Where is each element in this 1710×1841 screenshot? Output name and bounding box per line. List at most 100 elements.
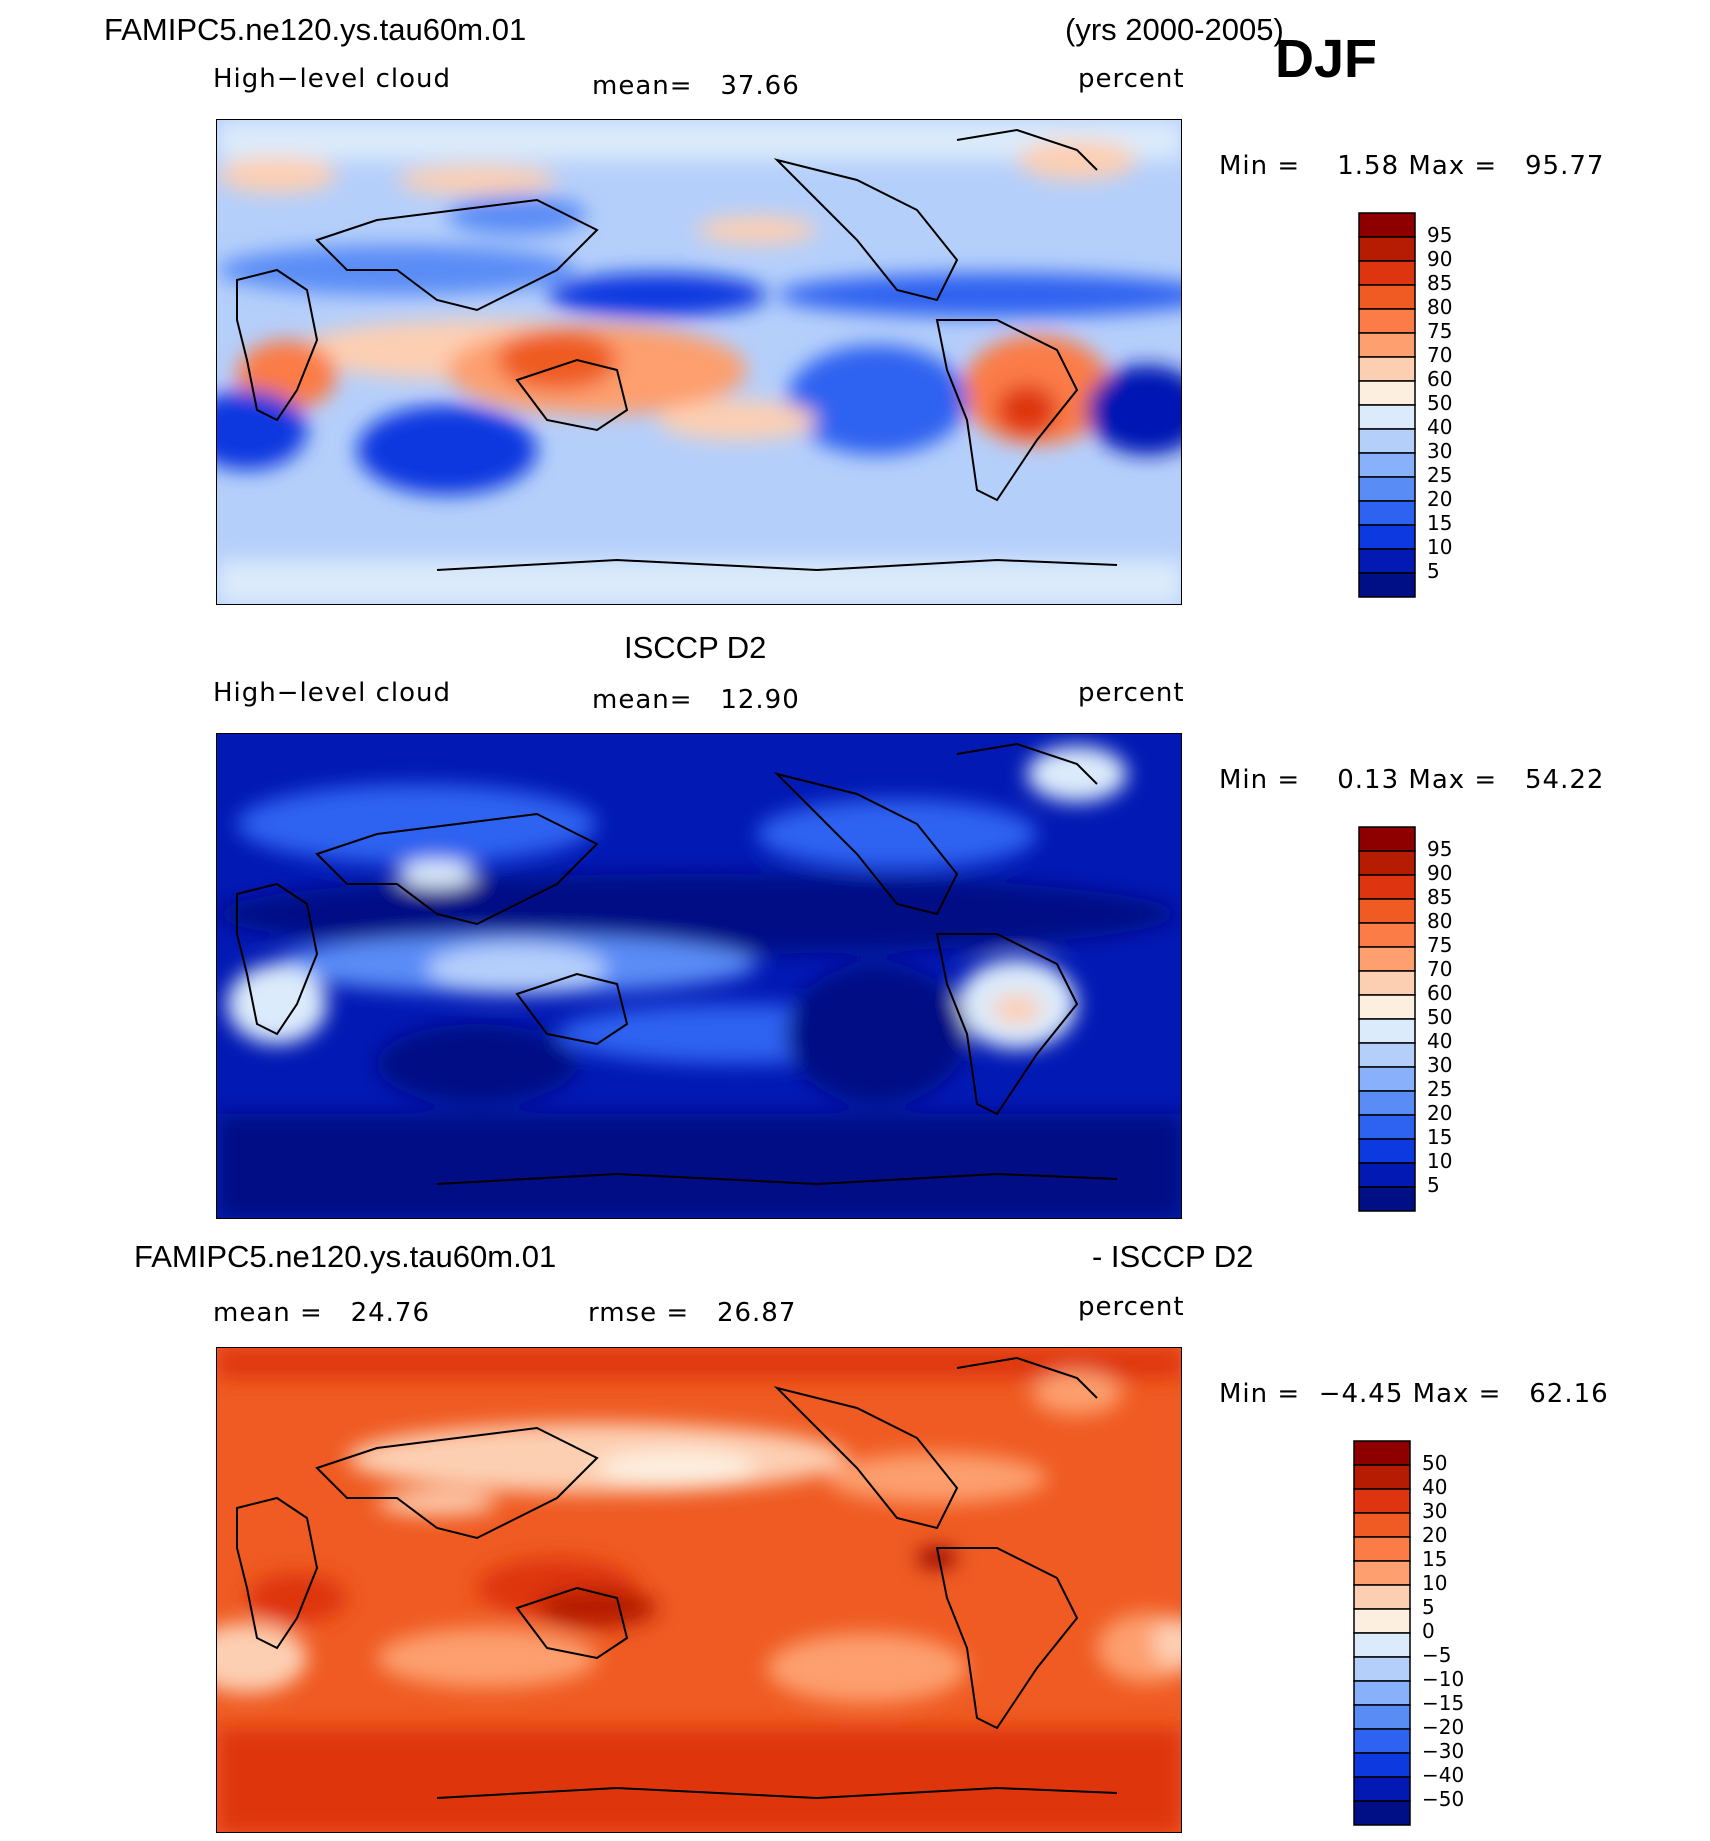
- panel2-units: percent: [1078, 678, 1185, 708]
- colorbar-swatch: [1358, 994, 1416, 1020]
- colorbar-swatch: [1358, 308, 1416, 334]
- colorbar-swatch: [1358, 404, 1416, 430]
- colorbar-level-label: 70: [1427, 957, 1452, 981]
- panel1-map: [216, 119, 1182, 605]
- colorbar-level-label: 40: [1422, 1475, 1447, 1499]
- colorbar-swatch: [1353, 1752, 1411, 1778]
- colorbar-level-label: 70: [1427, 343, 1452, 367]
- season-label: DJF: [1275, 29, 1378, 89]
- colorbar-swatch: [1358, 1114, 1416, 1140]
- colorbar-swatch: [1353, 1680, 1411, 1706]
- colorbar-swatch: [1358, 1186, 1416, 1212]
- colorbar-swatch: [1358, 212, 1416, 238]
- colorbar-level-label: 30: [1422, 1499, 1447, 1523]
- colorbar-swatch: [1358, 826, 1416, 852]
- colorbar-level-label: 15: [1427, 511, 1452, 535]
- colorbar-level-label: 0: [1422, 1619, 1435, 1643]
- colorbar-swatch: [1353, 1608, 1411, 1634]
- panel1-colorbar: 95 90 85 80 75 70 60 50 40 30 25 20 15 10 5: [1358, 212, 1479, 598]
- panel3-rmse: rmse = 26.87: [588, 1298, 797, 1328]
- panel3-title-right: - ISCCP D2: [1092, 1239, 1254, 1274]
- panel2-mean: mean= 12.90: [592, 685, 800, 715]
- colorbar-level-label: 90: [1427, 861, 1452, 885]
- colorbar-swatch: [1358, 970, 1416, 996]
- colorbar-swatch: [1353, 1728, 1411, 1754]
- colorbar-level-label: 60: [1427, 367, 1452, 391]
- panel3-title-left: FAMIPC5.ne120.ys.tau60m.01: [134, 1239, 557, 1274]
- colorbar-level-label: 15: [1422, 1547, 1447, 1571]
- colorbar-swatch: [1358, 380, 1416, 406]
- model-title: FAMIPC5.ne120.ys.tau60m.01: [104, 12, 527, 47]
- colorbar-level-label: 25: [1427, 463, 1452, 487]
- colorbar-level-label: 50: [1422, 1451, 1447, 1475]
- colorbar-swatch: [1358, 922, 1416, 948]
- colorbar-level-label: 75: [1427, 933, 1452, 957]
- colorbar-swatch: [1353, 1704, 1411, 1730]
- panel1-variable-label: High−level cloud: [213, 64, 452, 94]
- colorbar-swatch: [1358, 236, 1416, 262]
- colorbar-swatch: [1358, 500, 1416, 526]
- colorbar-swatch: [1358, 1018, 1416, 1044]
- panel3-minmax: Min = −4.45 Max = 62.16: [1219, 1379, 1609, 1409]
- colorbar-level-label: 5: [1427, 559, 1440, 583]
- colorbar-level-label: 80: [1427, 909, 1452, 933]
- colorbar-swatch: [1358, 260, 1416, 286]
- colorbar-level-label: −10: [1422, 1667, 1464, 1691]
- panel3-mean: mean = 24.76: [213, 1298, 431, 1328]
- colorbar-level-label: 20: [1422, 1523, 1447, 1547]
- colorbar-level-label: 85: [1427, 885, 1452, 909]
- colorbar-swatch: [1358, 1090, 1416, 1116]
- colorbar-level-label: 15: [1427, 1125, 1452, 1149]
- colorbar-swatch: [1353, 1776, 1411, 1802]
- colorbar-swatch: [1358, 356, 1416, 382]
- colorbar-level-label: 40: [1427, 1029, 1452, 1053]
- colorbar-level-label: 5: [1422, 1595, 1435, 1619]
- colorbar-swatch: [1358, 874, 1416, 900]
- colorbar-level-label: 20: [1427, 1101, 1452, 1125]
- colorbar-level-label: 60: [1427, 981, 1452, 1005]
- colorbar-level-label: −30: [1422, 1739, 1464, 1763]
- colorbar-level-label: −15: [1422, 1691, 1464, 1715]
- panel1-minmax: Min = 1.58 Max = 95.77: [1219, 151, 1605, 181]
- colorbar-swatch: [1358, 1138, 1416, 1164]
- colorbar-level-label: 10: [1427, 535, 1452, 559]
- colorbar-swatch: [1358, 1042, 1416, 1068]
- colorbar-swatch: [1353, 1488, 1411, 1514]
- colorbar-level-label: 10: [1422, 1571, 1447, 1595]
- colorbar-swatch: [1353, 1464, 1411, 1490]
- colorbar-swatch: [1358, 452, 1416, 478]
- panel1-mean: mean= 37.66: [592, 71, 800, 101]
- colorbar-level-label: −20: [1422, 1715, 1464, 1739]
- colorbar-level-label: 90: [1427, 247, 1452, 271]
- colorbar-level-label: −50: [1422, 1787, 1464, 1811]
- panel1-units: percent: [1078, 64, 1185, 94]
- colorbar-level-label: 20: [1427, 487, 1452, 511]
- colorbar-level-label: 30: [1427, 1053, 1452, 1077]
- colorbar-swatch: [1353, 1560, 1411, 1586]
- panel2-dataset-title: ISCCP D2: [624, 630, 767, 665]
- colorbar-swatch: [1353, 1536, 1411, 1562]
- colorbar-level-label: −40: [1422, 1763, 1464, 1787]
- colorbar-swatch: [1358, 476, 1416, 502]
- colorbar-level-label: 40: [1427, 415, 1452, 439]
- colorbar-level-label: 5: [1427, 1173, 1440, 1197]
- colorbar-level-label: 30: [1427, 439, 1452, 463]
- colorbar-swatch: [1353, 1800, 1411, 1826]
- colorbar-level-label: 50: [1427, 391, 1452, 415]
- colorbar-swatch: [1353, 1584, 1411, 1610]
- panel3-units: percent: [1078, 1292, 1185, 1322]
- colorbar-swatch: [1358, 850, 1416, 876]
- colorbar-level-label: −5: [1422, 1643, 1451, 1667]
- colorbar-level-label: 10: [1427, 1149, 1452, 1173]
- colorbar-swatch: [1358, 284, 1416, 310]
- colorbar-level-label: 95: [1427, 837, 1452, 861]
- colorbar-swatch: [1353, 1512, 1411, 1538]
- colorbar-swatch: [1353, 1632, 1411, 1658]
- colorbar-level-label: 25: [1427, 1077, 1452, 1101]
- years-label: (yrs 2000-2005): [1065, 12, 1284, 47]
- panel3-colorbar: 50 40 30 20 15 10 5 0 −5 −10 −15 −20 −30 −40 −50: [1353, 1440, 1484, 1826]
- colorbar-level-label: 85: [1427, 271, 1452, 295]
- colorbar-level-label: 80: [1427, 295, 1452, 319]
